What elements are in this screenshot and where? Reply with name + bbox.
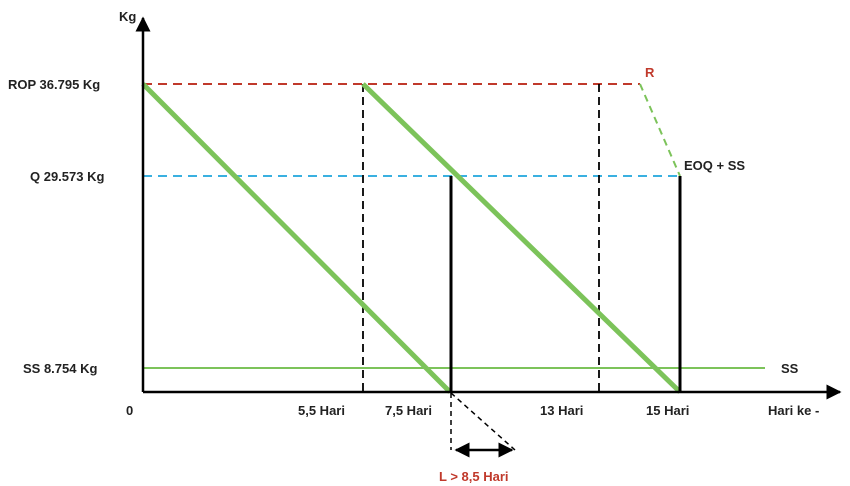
lead-time-dashed-diagonal: [450, 392, 516, 451]
inventory-decline-1: [141, 82, 452, 394]
y-tick-ss: SS 8.754 Kg: [23, 361, 97, 376]
inventory-decline-2: [361, 82, 682, 394]
x-tick-13: 13 Hari: [540, 403, 583, 418]
lead-time-label: L > 8,5 Hari: [439, 469, 509, 484]
ss-line-label: SS: [781, 361, 799, 376]
r-green-dashed-line: [639, 83, 681, 177]
x-tick-15: 15 Hari: [646, 403, 689, 418]
eoq-ss-label: EOQ + SS: [684, 158, 745, 173]
y-axis-label: Kg: [119, 9, 136, 24]
x-tick-5-5: 5,5 Hari: [298, 403, 345, 418]
y-tick-q: Q 29.573 Kg: [30, 169, 104, 184]
y-tick-rop: ROP 36.795 Kg: [8, 77, 100, 92]
r-label: R: [645, 65, 655, 80]
x-tick-7-5: 7,5 Hari: [385, 403, 432, 418]
x-axis-label: Hari ke -: [768, 403, 819, 418]
origin-label: 0: [126, 403, 133, 418]
